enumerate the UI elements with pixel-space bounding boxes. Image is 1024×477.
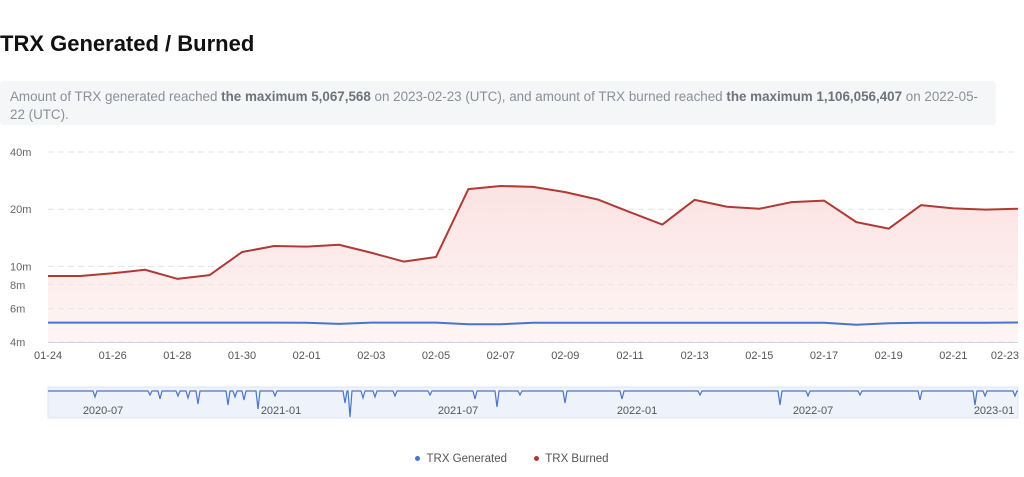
- legend-item-burned[interactable]: TRX Burned: [534, 452, 609, 465]
- x-tick-label: 02-05: [422, 350, 450, 362]
- series-line-trx-burned: [48, 184, 1019, 280]
- navigator-label: 2021-01: [261, 405, 301, 417]
- generated-dot-icon: [415, 456, 421, 461]
- summary-text-3: on 2022-05-22 (UTC).: [10, 89, 978, 122]
- x-tick-label: 02-03: [357, 350, 385, 362]
- y-tick-label: 4m: [10, 337, 25, 349]
- y-tick-label: 40m: [10, 147, 31, 159]
- x-tick-label: 02-15: [745, 350, 773, 362]
- range-navigator[interactable]: 2020-07 2021-01 2021-07 2022-01 2022-07 2023-…: [47, 386, 1019, 419]
- x-tick-label: 02-17: [810, 350, 838, 362]
- x-tick-label: 01-24: [34, 350, 62, 362]
- navigator-label: 2021-07: [438, 405, 478, 417]
- summary-burned-max: the maximum 1,106,056,407: [726, 89, 903, 104]
- x-tick-label: 02-01: [293, 350, 321, 362]
- y-tick-label: 20m: [10, 204, 31, 216]
- legend: TRX Generated TRX Burned: [0, 452, 1024, 465]
- x-tick-label: 02-21: [939, 350, 967, 362]
- legend-item-generated[interactable]: TRX Generated: [415, 453, 507, 465]
- summary-box: Amount of TRX generated reached the maxi…: [0, 81, 996, 125]
- plot-area[interactable]: [48, 184, 1019, 342]
- y-axis: 40m 20m 10m 8m 6m 4m: [10, 147, 31, 349]
- x-tick-label: 02-09: [551, 350, 579, 362]
- x-tick-label: 02-11: [616, 350, 643, 362]
- series-line-trx-generated: [48, 321, 1019, 326]
- navigator-label: 2022-01: [617, 405, 657, 417]
- summary-text-1: Amount of TRX generated reached: [10, 89, 222, 104]
- x-tick-label: 01-28: [163, 350, 191, 362]
- navigator-label: 2020-07: [83, 405, 123, 417]
- navigator-label: 2022-07: [793, 405, 833, 417]
- legend-label-burned: TRX Burned: [545, 452, 609, 465]
- summary-text-2: on 2023-02-23 (UTC), and amount of TRX b…: [370, 89, 727, 104]
- x-axis: 01-24 01-26 01-28 01-30 02-01 02-03 02-05 02-07…: [34, 342, 1019, 362]
- y-tick-label: 8m: [10, 280, 25, 292]
- x-tick-label: 02-23: [991, 350, 1019, 362]
- navigator-background: [47, 386, 1019, 419]
- x-tick-label: 01-30: [228, 350, 256, 362]
- navigator-label: 2023-01: [974, 405, 1014, 417]
- legend-label-generated: TRX Generated: [426, 452, 508, 465]
- x-tick-label: 02-13: [681, 350, 709, 362]
- x-tick-label: 01-26: [99, 350, 127, 362]
- burned-dot-icon: [534, 456, 540, 461]
- navigator-series: [48, 390, 1018, 418]
- summary-generated-max: the maximum 5,067,568: [221, 89, 371, 104]
- y-tick-label: 6m: [10, 304, 25, 316]
- page-title: TRX Generated / Burned: [0, 31, 255, 56]
- x-tick-label: 02-19: [875, 350, 903, 362]
- burned-area: [48, 185, 1018, 342]
- x-tick-label: 02-07: [487, 350, 515, 362]
- y-tick-label: 10m: [10, 261, 31, 273]
